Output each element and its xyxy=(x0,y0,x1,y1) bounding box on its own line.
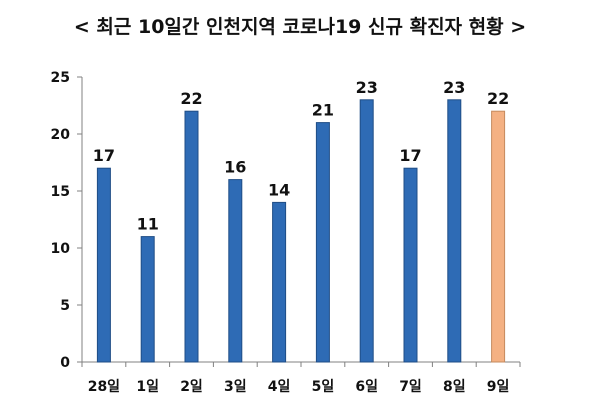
bar xyxy=(359,99,374,363)
bar-data-label: 14 xyxy=(268,180,290,199)
bar-data-label: 22 xyxy=(180,89,202,108)
x-tick-label: 4일 xyxy=(268,379,291,395)
x-tick-label: 1일 xyxy=(136,379,159,395)
bar xyxy=(403,167,418,363)
x-tick-label: 3일 xyxy=(224,379,247,395)
y-tick-label: 25 xyxy=(51,70,70,86)
bar-data-label: 21 xyxy=(312,101,334,120)
bar-data-label: 17 xyxy=(399,146,421,165)
x-tick-label: 2일 xyxy=(180,379,203,395)
bar xyxy=(140,236,155,363)
bar-data-label: 23 xyxy=(443,78,465,97)
y-tick-label: 5 xyxy=(60,298,70,314)
y-tick-label: 10 xyxy=(51,241,71,257)
bar-data-label: 22 xyxy=(487,89,509,108)
y-tick-label: 20 xyxy=(51,127,71,143)
bar xyxy=(184,110,199,363)
bar xyxy=(228,179,243,363)
bar-data-label: 11 xyxy=(137,215,159,234)
x-tick-label: 5일 xyxy=(312,379,335,395)
bar xyxy=(491,110,506,363)
bar xyxy=(447,99,462,363)
x-tick-label: 6일 xyxy=(355,379,378,395)
x-tick-label: 9일 xyxy=(487,379,510,395)
x-tick-label: 8일 xyxy=(443,379,466,395)
y-tick-label: 0 xyxy=(60,355,70,371)
y-tick-label: 15 xyxy=(51,184,70,200)
bar xyxy=(272,201,287,363)
chart-title: < 최근 10일간 인천지역 코로나19 신규 확진자 현황 > xyxy=(73,16,527,38)
bar-data-label: 17 xyxy=(93,146,115,165)
x-tick-label: 28일 xyxy=(88,379,120,395)
bar xyxy=(96,167,111,363)
bar-data-label: 16 xyxy=(224,158,246,177)
bar xyxy=(315,122,330,363)
bar-data-label: 23 xyxy=(356,78,378,97)
x-tick-label: 7일 xyxy=(399,379,422,395)
